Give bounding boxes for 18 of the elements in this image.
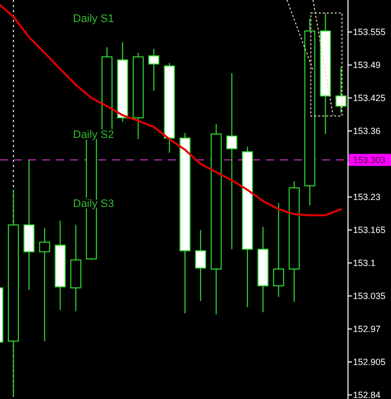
- y-tick-label: 153.49: [353, 60, 381, 70]
- y-tick-label: 153.165: [353, 225, 386, 236]
- candlestick: [148, 48, 160, 92]
- y-tick-label: 153.425: [353, 93, 386, 104]
- y-tick-label: 152.905: [353, 357, 386, 368]
- y-tick-label: 153.035: [353, 291, 386, 302]
- candlestick: [195, 229, 206, 302]
- candlestick: [39, 227, 50, 342]
- ref-line-label: 153.303: [353, 155, 386, 166]
- y-tick-label: 153.36: [353, 126, 381, 136]
- y-tick-label: 152.84: [353, 390, 381, 399]
- candlestick: [273, 202, 284, 298]
- annotation: Daily S1: [73, 13, 114, 25]
- candlestick: [226, 72, 238, 250]
- y-tick-label: 153.555: [353, 27, 386, 38]
- y-tick-label: 153.23: [353, 192, 381, 202]
- y-tick-label: 153.1: [353, 258, 376, 268]
- y-tick-label: 152.97: [353, 324, 381, 334]
